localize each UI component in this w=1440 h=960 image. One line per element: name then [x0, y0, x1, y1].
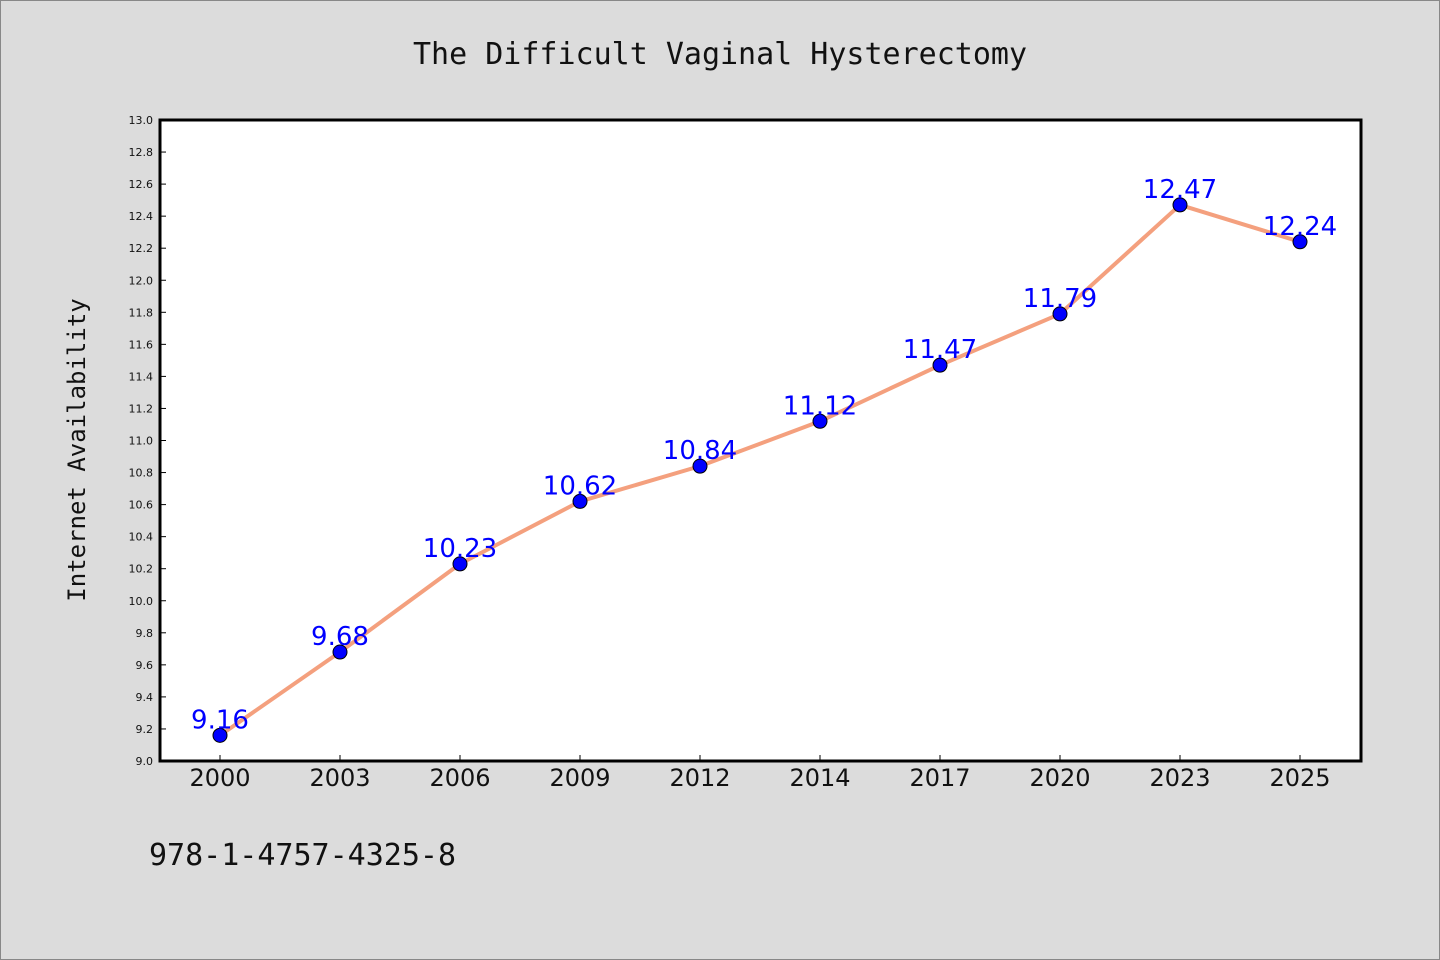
y-tick-label: 12.6 — [129, 178, 154, 191]
y-tick-label: 9.0 — [136, 755, 154, 768]
x-axis-ticks: 2000 2003 2006 2009 2012 2014 2017 2020 2023 2025 — [189, 755, 1331, 792]
y-tick-label: 12.2 — [129, 242, 154, 255]
plot-area — [158, 118, 1363, 763]
y-tick-label: 10.8 — [129, 467, 154, 480]
data-label: 9.68 — [311, 622, 369, 652]
y-tick-label: 12.8 — [129, 146, 154, 159]
x-tick-label: 2025 — [1269, 764, 1330, 792]
x-tick-label: 2017 — [909, 764, 970, 792]
x-tick-label: 2003 — [309, 764, 370, 792]
x-tick-label: 2014 — [789, 764, 850, 792]
x-tick-label: 2012 — [669, 764, 730, 792]
data-point — [1052, 306, 1068, 322]
y-tick-label: 11.0 — [129, 435, 154, 448]
data-series: 9.16 9.68 10.23 10.62 10.84 11.12 11.47 11.79 12… — [191, 175, 1337, 743]
y-tick-label: 9.2 — [136, 723, 154, 736]
data-label: 11.47 — [903, 335, 977, 365]
y-tick-label: 12.0 — [129, 274, 154, 287]
data-point — [812, 413, 828, 429]
data-label: 10.23 — [423, 534, 497, 564]
data-label: 11.12 — [783, 391, 857, 421]
data-label: 12.47 — [1143, 175, 1217, 205]
y-tick-label: 11.6 — [129, 338, 154, 351]
data-point — [1172, 197, 1188, 213]
y-axis-ticks: 9.0 9.2 9.4 9.6 9.8 10.0 10.2 10.4 10.6 10.8 11.0 1… — [129, 114, 166, 768]
x-tick-label: 2006 — [429, 764, 490, 792]
y-tick-label: 9.6 — [136, 659, 154, 672]
data-label: 9.16 — [191, 705, 249, 735]
data-point — [452, 556, 468, 572]
y-tick-label: 11.2 — [129, 402, 154, 415]
data-point — [692, 458, 708, 474]
y-axis-label: Internet Availability — [63, 298, 91, 601]
x-tick-label: 2020 — [1029, 764, 1090, 792]
isbn-footer: 978-1-4757-4325-8 — [149, 838, 456, 873]
y-tick-label: 9.8 — [136, 627, 154, 640]
chart-title: The Difficult Vaginal Hysterectomy — [413, 37, 1027, 72]
data-point — [1292, 234, 1308, 250]
data-label: 10.84 — [663, 436, 737, 466]
y-tick-label: 10.4 — [129, 531, 154, 544]
y-tick-label: 10.2 — [129, 563, 154, 576]
x-tick-label: 2000 — [189, 764, 250, 792]
y-tick-label: 11.8 — [129, 306, 154, 319]
x-tick-label: 2023 — [1149, 764, 1210, 792]
data-point — [212, 727, 228, 743]
data-label: 10.62 — [543, 471, 617, 501]
y-tick-label: 9.4 — [136, 691, 154, 704]
data-label: 11.79 — [1023, 284, 1097, 314]
data-point — [572, 493, 588, 509]
data-point — [332, 644, 348, 660]
y-tick-label: 13.0 — [129, 114, 154, 127]
y-tick-label: 10.0 — [129, 595, 154, 608]
series-line — [218, 202, 1301, 738]
y-tick-label: 11.4 — [129, 370, 154, 383]
data-label: 12.24 — [1263, 212, 1337, 242]
data-point — [932, 357, 948, 373]
x-tick-label: 2009 — [549, 764, 610, 792]
y-tick-label: 12.4 — [129, 210, 154, 223]
y-tick-label: 10.6 — [129, 499, 154, 512]
